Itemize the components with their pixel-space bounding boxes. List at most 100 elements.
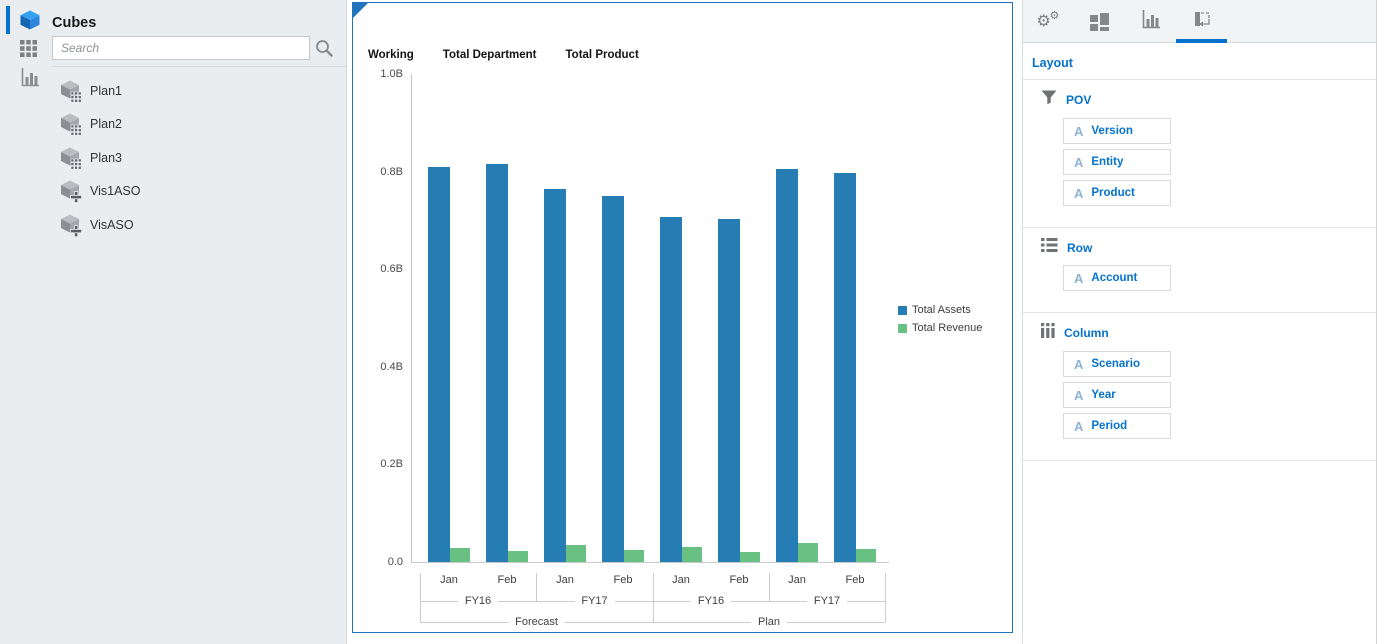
aso-cube-icon <box>58 179 83 204</box>
bar-total-revenue[interactable] <box>624 550 644 562</box>
dimension-chip-year[interactable]: A Year <box>1063 382 1171 408</box>
bar-total-assets[interactable] <box>660 217 682 562</box>
x-label-year: FY17 <box>574 594 615 608</box>
bar-total-revenue[interactable] <box>856 549 876 562</box>
x-label-period: Jan <box>556 574 574 586</box>
bar-total-assets[interactable] <box>602 196 624 562</box>
dimension-chip-product[interactable]: A Product <box>1063 180 1171 206</box>
dimension-type-icon: A <box>1074 154 1084 170</box>
legend-item-total-revenue: Total Revenue <box>898 322 982 334</box>
tab-chart-type[interactable] <box>1125 0 1176 43</box>
y-axis-line <box>411 74 412 562</box>
y-tick-label: 1.0B <box>380 68 403 80</box>
section-header: Row <box>1041 238 1376 257</box>
x-label-period: Feb <box>497 574 517 586</box>
cube-item-plan1[interactable]: Plan1 <box>0 74 347 108</box>
visualization-canvas[interactable]: Working Total Department Total Product 1.0… <box>352 2 1013 633</box>
dimension-chip-entity[interactable]: A Entity <box>1063 149 1171 175</box>
search-input[interactable] <box>52 36 310 60</box>
layout-heading: Layout <box>1023 43 1376 80</box>
bar-total-assets[interactable] <box>486 164 508 562</box>
x-label-period: Jan <box>788 574 806 586</box>
bar-total-revenue[interactable] <box>450 548 470 562</box>
x-label-scenario: Plan <box>750 615 788 629</box>
dimension-label: Entity <box>1091 156 1124 168</box>
x-axis-group-tick <box>769 573 770 601</box>
cube-list: Plan1 Plan2 Plan3 Vis1ASO VisASO <box>0 72 347 242</box>
bar-total-revenue[interactable] <box>682 547 702 562</box>
cube-icon <box>18 8 42 37</box>
section-header: POV <box>1041 90 1376 110</box>
y-tick-label: 0.0 <box>387 556 403 568</box>
cube-item-label: VisASO <box>90 217 134 232</box>
bar-total-revenue[interactable] <box>566 545 586 562</box>
cube-item-label: Plan3 <box>90 150 122 165</box>
bar-total-assets[interactable] <box>718 219 740 562</box>
dimension-type-icon: A <box>1074 185 1084 201</box>
cube-item-plan2[interactable]: Plan2 <box>0 108 347 142</box>
dimension-label: Version <box>1091 125 1133 137</box>
pov-header-total-product[interactable]: Total Product <box>565 49 639 61</box>
dimension-chip-version[interactable]: A Version <box>1063 118 1171 144</box>
selection-corner-marker <box>353 3 368 18</box>
dimension-label: Product <box>1091 187 1135 199</box>
layout-sections: POV A Version A Entity A Product Row A A… <box>1023 80 1376 461</box>
properties-tabstrip: ⚙ ⚙ <box>1023 0 1376 43</box>
tab-layout[interactable] <box>1176 0 1227 43</box>
chart-pov-headers: Working Total Department Total Product <box>368 49 639 61</box>
dimension-type-icon: A <box>1074 356 1084 372</box>
selected-panel-accent <box>6 6 10 34</box>
grid-view-icon[interactable] <box>20 40 37 62</box>
scenario-group-line <box>420 622 885 623</box>
year-group-line <box>420 601 885 602</box>
bar-total-assets[interactable] <box>544 189 566 562</box>
x-label-year: FY16 <box>690 594 732 608</box>
cube-item-vis1aso[interactable]: Vis1ASO <box>0 175 347 209</box>
dimension-label: Account <box>1091 272 1138 284</box>
list-icon <box>1041 238 1058 257</box>
bar-total-assets[interactable] <box>776 169 798 562</box>
x-label-scenario: Forecast <box>508 615 565 629</box>
tab-views[interactable] <box>1074 0 1125 43</box>
cube-item-label: Vis1ASO <box>90 184 141 199</box>
x-axis-group-tick <box>420 573 421 622</box>
layout-icon <box>1191 9 1213 34</box>
search-icon[interactable] <box>314 38 334 63</box>
section-label: Row <box>1067 240 1093 255</box>
cube-item-plan3[interactable]: Plan3 <box>0 141 347 175</box>
pov-header-working[interactable]: Working <box>368 49 414 61</box>
pov-header-total-department[interactable]: Total Department <box>442 49 537 61</box>
tab-settings[interactable]: ⚙ ⚙ <box>1023 0 1074 43</box>
search-field <box>52 36 310 60</box>
chart-view-icon[interactable] <box>20 67 40 93</box>
y-tick-label: 0.6B <box>380 263 403 276</box>
bar-total-assets[interactable] <box>834 173 856 562</box>
x-axis-baseline <box>411 562 889 563</box>
dimension-chip-period[interactable]: A Period <box>1063 413 1171 439</box>
dimension-chip-account[interactable]: A Account <box>1063 265 1171 291</box>
selected-tab-underline <box>1176 39 1227 43</box>
plan-cube-icon <box>58 112 82 136</box>
divider <box>52 66 347 67</box>
legend-label: Total Assets <box>912 304 971 316</box>
cube-item-visaso[interactable]: VisASO <box>0 208 347 242</box>
bar-chart-icon <box>1141 9 1161 35</box>
bar-total-revenue[interactable] <box>508 551 528 562</box>
section-label: Column <box>1064 326 1109 340</box>
gears-icon: ⚙ ⚙ <box>1036 8 1060 30</box>
bar-total-revenue[interactable] <box>740 552 760 562</box>
funnel-icon <box>1041 90 1057 110</box>
properties-panel: ⚙ ⚙ <box>1022 0 1377 644</box>
y-tick-label: 0.2B <box>380 458 403 471</box>
y-tick-label: 0.8B <box>380 165 403 178</box>
x-label-period: Feb <box>613 574 633 586</box>
layout-section-row: Row A Account <box>1023 228 1376 313</box>
blocks-icon <box>1089 12 1110 31</box>
bar-total-revenue[interactable] <box>798 543 818 562</box>
x-label-period: Feb <box>729 574 749 586</box>
legend-swatch <box>898 323 907 333</box>
dimension-type-icon: A <box>1074 418 1084 434</box>
dimension-chip-scenario[interactable]: A Scenario <box>1063 351 1171 377</box>
bar-total-assets[interactable] <box>428 167 450 562</box>
section-header: Column <box>1041 323 1376 343</box>
